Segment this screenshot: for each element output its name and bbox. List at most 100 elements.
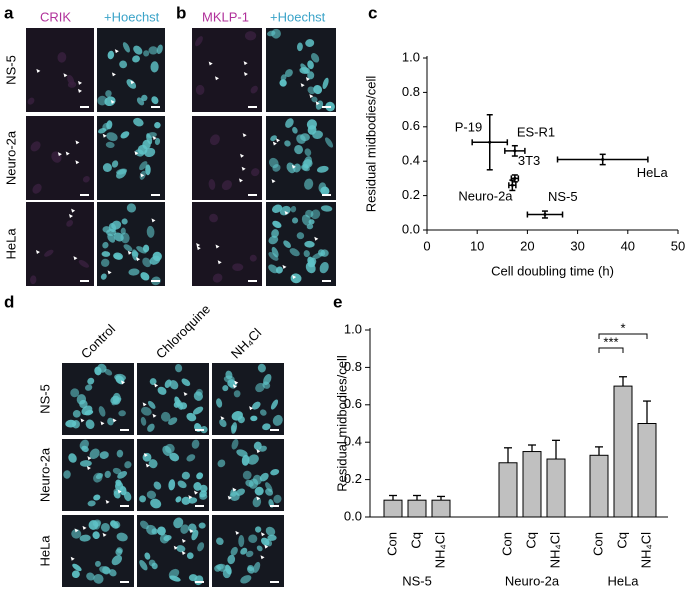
nucleus bbox=[111, 160, 119, 168]
arrowhead bbox=[102, 133, 107, 138]
nucleus bbox=[148, 559, 156, 567]
nucleus bbox=[270, 135, 277, 142]
x-tick-label: NH₄Cl bbox=[638, 532, 653, 568]
nucleus bbox=[272, 220, 282, 229]
nucleus bbox=[271, 229, 279, 238]
nucleus bbox=[112, 467, 122, 475]
arrowhead bbox=[315, 101, 320, 106]
nucleus bbox=[197, 542, 205, 552]
stain-blob bbox=[232, 263, 244, 272]
nucleus bbox=[151, 96, 159, 105]
nucleus bbox=[175, 496, 182, 503]
nucleus bbox=[225, 564, 232, 575]
nucleus bbox=[312, 130, 324, 139]
nucleus bbox=[238, 535, 245, 548]
nucleus bbox=[180, 524, 189, 534]
nucleus bbox=[133, 117, 144, 127]
nucleus bbox=[111, 555, 123, 566]
nucleus bbox=[93, 494, 101, 501]
nucleus bbox=[285, 118, 294, 128]
nucleus bbox=[147, 423, 155, 432]
stain-blob bbox=[212, 273, 223, 283]
nucleus bbox=[257, 363, 266, 373]
nucleus bbox=[122, 42, 131, 53]
y-tick-label: 0.4 bbox=[344, 434, 362, 449]
stain-label: CRIK bbox=[40, 9, 71, 24]
arrowhead bbox=[87, 456, 92, 461]
nucleus bbox=[107, 50, 115, 60]
arrowhead bbox=[196, 242, 201, 247]
nucleus bbox=[292, 126, 298, 134]
nucleus bbox=[271, 204, 283, 213]
nucleus bbox=[240, 547, 248, 555]
nucleus bbox=[240, 575, 252, 584]
bar bbox=[522, 451, 542, 518]
nucleus bbox=[219, 419, 227, 428]
stain-blob bbox=[32, 183, 42, 194]
stain-blob bbox=[30, 141, 41, 152]
nucleus bbox=[87, 377, 95, 385]
arrowhead bbox=[143, 452, 148, 457]
nucleus bbox=[87, 500, 96, 507]
nucleus bbox=[131, 251, 139, 257]
nucleus bbox=[104, 368, 113, 376]
nucleus bbox=[242, 470, 252, 480]
nucleus bbox=[145, 164, 151, 176]
arrowhead bbox=[215, 244, 220, 249]
nucleus bbox=[63, 470, 71, 479]
significance-bracket bbox=[598, 333, 648, 339]
nucleus bbox=[252, 496, 262, 508]
nucleus bbox=[255, 382, 265, 393]
x-tick-label: 20 bbox=[520, 238, 534, 253]
nucleus bbox=[181, 378, 191, 387]
arrowhead bbox=[188, 495, 193, 500]
arrowhead bbox=[151, 218, 156, 223]
nucleus bbox=[97, 95, 108, 106]
arrowhead bbox=[77, 88, 82, 93]
group-label: HeLa bbox=[607, 573, 639, 588]
nucleus bbox=[109, 519, 117, 527]
nucleus bbox=[300, 133, 310, 142]
arrowhead bbox=[284, 210, 289, 215]
row-label: NS-5 bbox=[37, 384, 52, 414]
nucleus bbox=[85, 419, 95, 429]
arrowhead bbox=[217, 260, 222, 265]
nucleus bbox=[144, 552, 151, 560]
nucleus bbox=[270, 469, 280, 476]
arrowhead bbox=[36, 68, 41, 73]
nucleus bbox=[68, 453, 77, 463]
arrowhead bbox=[75, 140, 80, 145]
arrowhead bbox=[282, 264, 287, 269]
stain-blob bbox=[78, 259, 89, 268]
nucleus bbox=[175, 363, 183, 373]
point bbox=[488, 140, 492, 144]
nucleus bbox=[165, 443, 175, 454]
nucleus bbox=[265, 488, 274, 496]
nucleus bbox=[116, 169, 127, 179]
arrowhead bbox=[86, 466, 91, 471]
nucleus bbox=[268, 264, 279, 274]
nucleus bbox=[318, 249, 326, 257]
nucleus bbox=[107, 417, 114, 426]
nucleus bbox=[236, 449, 248, 457]
nucleus bbox=[150, 61, 159, 73]
nucleus bbox=[273, 494, 282, 504]
arrowhead bbox=[173, 545, 178, 550]
nucleus bbox=[156, 44, 163, 55]
nucleus bbox=[270, 399, 279, 410]
significance-bracket bbox=[598, 347, 624, 353]
y-tick-label: 0.6 bbox=[344, 396, 362, 411]
nucleus bbox=[198, 522, 206, 529]
nucleus bbox=[126, 203, 137, 213]
stain-blob bbox=[195, 84, 205, 96]
nucleus bbox=[304, 240, 315, 248]
arrowhead bbox=[82, 525, 87, 530]
stain-blob bbox=[57, 52, 67, 63]
nucleus bbox=[116, 449, 124, 458]
arrowhead bbox=[71, 208, 76, 213]
column-label: Chloroquine bbox=[153, 301, 213, 361]
nucleus bbox=[121, 218, 128, 225]
arrowhead bbox=[241, 166, 246, 171]
y-tick-label: 0.2 bbox=[402, 187, 420, 202]
nucleus bbox=[304, 178, 314, 190]
